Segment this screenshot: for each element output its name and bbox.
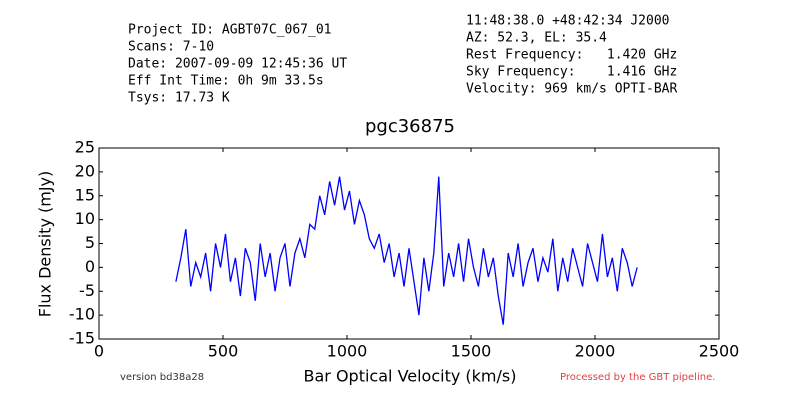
pipeline-note: Processed by the GBT pipeline.	[560, 372, 715, 383]
x-tick-label: 1000	[327, 342, 368, 361]
y-tick-label: -5	[79, 281, 95, 300]
version-note: version bd38a28	[120, 372, 204, 383]
x-tick-label: 500	[208, 342, 239, 361]
info-line: Tsys: 17.73 K	[128, 91, 230, 106]
info-line: Eff Int Time: 0h 9m 33.5s	[128, 74, 324, 89]
y-tick-label: 0	[85, 257, 95, 276]
info-line: Sky Frequency: 1.416 GHz	[466, 65, 677, 80]
y-tick-label: 5	[85, 233, 95, 252]
chart-title: pgc36875	[365, 116, 455, 137]
y-tick-label: -10	[69, 305, 95, 324]
info-line: Project ID: AGBT07C_067_01	[128, 23, 332, 38]
x-tick-label: 2500	[699, 342, 740, 361]
x-tick-label: 0	[94, 342, 104, 361]
info-line: Velocity: 969 km/s OPTI-BAR	[466, 82, 677, 97]
y-tick-label: 25	[75, 138, 95, 157]
y-tick-label: -15	[69, 329, 95, 348]
info-line: AZ: 52.3, EL: 35.4	[466, 31, 607, 46]
y-tick-label: 20	[75, 161, 95, 180]
y-axis-label: Flux Density (mJy)	[36, 171, 55, 318]
plot-frame	[98, 147, 720, 340]
info-line: Scans: 7-10	[128, 40, 214, 55]
x-axis-label: Bar Optical Velocity (km/s)	[304, 367, 517, 386]
info-line: 11:48:38.0 +48:42:34 J2000	[466, 14, 670, 29]
y-tick-label: 10	[75, 209, 95, 228]
y-tick-label: 15	[75, 185, 95, 204]
x-tick-label: 2000	[575, 342, 616, 361]
x-tick-label: 1500	[451, 342, 492, 361]
info-line: Rest Frequency: 1.420 GHz	[466, 48, 677, 63]
info-line: Date: 2007-09-09 12:45:36 UT	[128, 57, 347, 72]
spectrum-line	[175, 176, 638, 325]
